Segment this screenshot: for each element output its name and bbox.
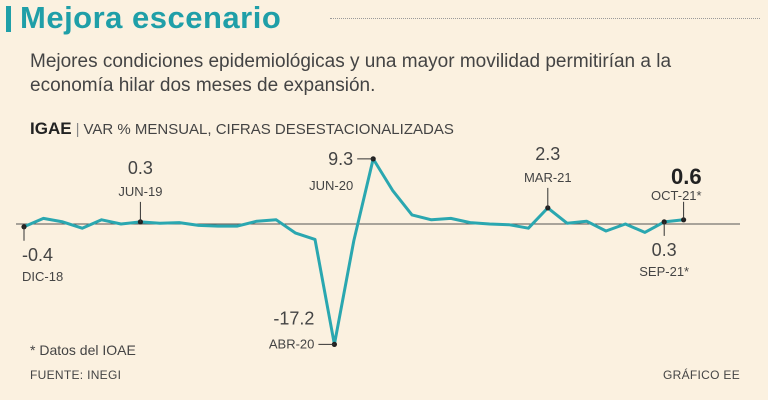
page-title: Mejora escenario	[20, 0, 282, 35]
annotation-date-0: DIC-18	[22, 269, 63, 284]
annotation-value-2: -17.2	[273, 308, 314, 328]
title-accent-bar	[6, 6, 11, 32]
annotation-point-0	[21, 224, 27, 230]
annotation-date-2: ABR-20	[269, 336, 315, 351]
indicator-description: VAR % MENSUAL, CIFRAS DESESTACIONALIZADA…	[83, 121, 454, 138]
annotation-date-6: OCT-21*	[651, 188, 702, 203]
annotation-date-3: JUN-20	[309, 178, 353, 193]
subtitle: Mejores condiciones epidemiológicas y un…	[30, 51, 672, 96]
indicator-heading: IGAE | VAR % MENSUAL, CIFRAS DESESTACIONAL…	[30, 119, 454, 139]
title-divider	[330, 18, 760, 19]
igae-series-line	[22, 157, 686, 346]
annotation-value-5: 0.3	[652, 240, 677, 260]
annotation-value-1: 0.3	[128, 158, 153, 178]
credit-label: GRÁFICO EE	[662, 368, 740, 382]
footnote: * Datos del IOAE	[30, 342, 136, 358]
annotation-date-5: SEP-21*	[639, 264, 689, 279]
indicator-separator: |	[75, 121, 80, 138]
annotation-value-6: 0.6	[671, 164, 702, 189]
indicator-name: IGAE	[30, 119, 72, 138]
annotation-value-0: -0.4	[22, 245, 53, 265]
annotation-value-4: 2.3	[535, 144, 560, 164]
source-label: FUENTE: INEGI	[30, 368, 122, 382]
annotation-date-1: JUN-19	[118, 184, 162, 199]
annotation-value-3: 9.3	[328, 149, 353, 169]
annotation-date-4: MAR-21	[524, 170, 572, 185]
